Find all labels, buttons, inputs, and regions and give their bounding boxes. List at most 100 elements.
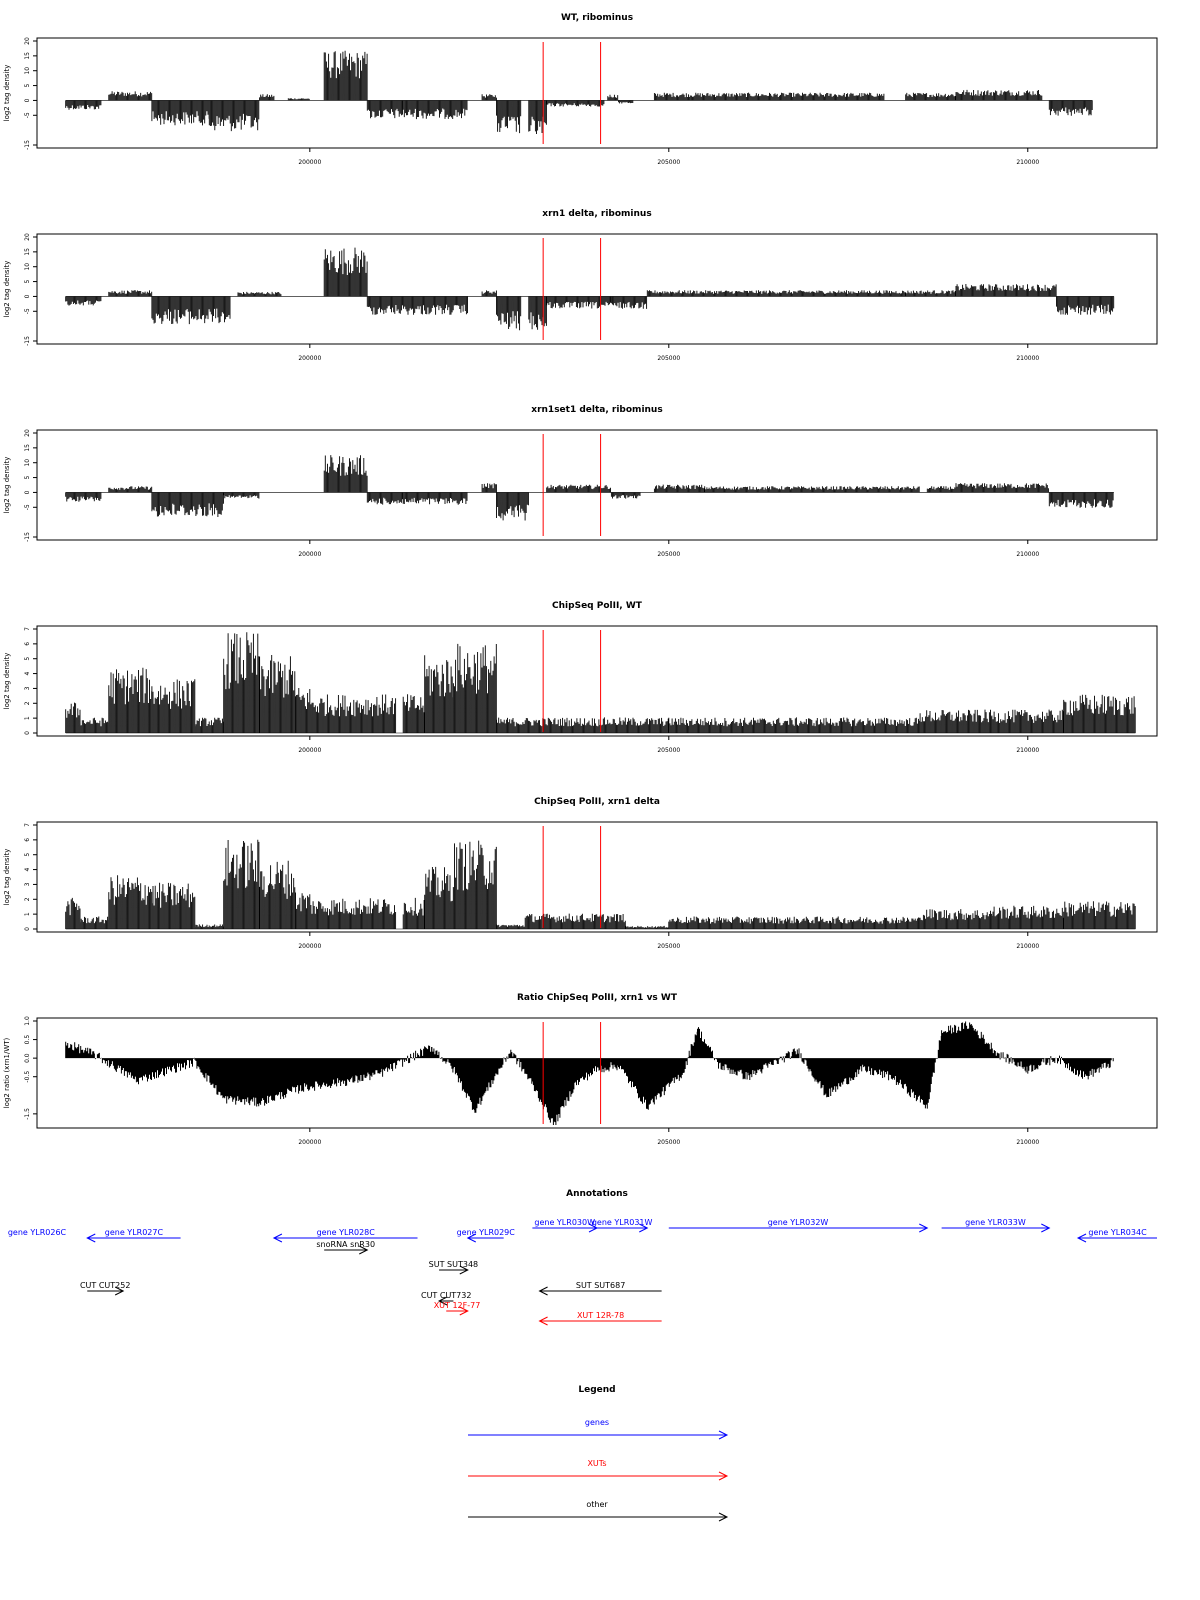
y-tick-label: 20 (24, 233, 31, 241)
y-tick-label: 1.0 (24, 1016, 31, 1026)
x-tick-label: 210000 (1016, 355, 1039, 362)
annotation-label: gene YLR033W (965, 1218, 1026, 1227)
y-tick-label: 0.0 (24, 1053, 31, 1063)
annotation-label: gene YLR030W (534, 1218, 595, 1227)
data-bars (65, 632, 1136, 733)
legend-arrow-head (718, 1512, 729, 1522)
y-axis-label: log2 tag density (3, 65, 11, 122)
annotation-label: gene YLR031W (592, 1218, 653, 1227)
chart-title: Ratio ChipSeq PolII, xrn1 vs WT (517, 993, 678, 1003)
legend-title: Legend (578, 1385, 615, 1395)
data-bars (65, 50, 1093, 134)
y-tick-label: -15 (24, 140, 31, 150)
y-tick-label: 0 (24, 731, 31, 735)
annotation-arrow-head (459, 1265, 469, 1275)
annotation-arrow-head (1076, 1233, 1087, 1243)
chart-title: xrn1 delta, ribominus (542, 209, 651, 219)
x-tick-label: 205000 (657, 747, 680, 754)
x-tick-label: 210000 (1016, 747, 1039, 754)
y-tick-label: 10 (24, 67, 31, 75)
annotations-title: Annotations (566, 1189, 628, 1199)
legend-label: other (586, 1500, 608, 1509)
x-tick-label: 205000 (657, 159, 680, 166)
y-tick-label: 5 (24, 83, 31, 87)
y-tick-label: 6 (24, 838, 31, 842)
annotation-arrow-head (919, 1223, 929, 1233)
y-tick-label: 0 (24, 927, 31, 931)
y-tick-label: 15 (24, 444, 31, 452)
chart-title: xrn1set1 delta, ribominus (531, 405, 662, 415)
plot-frame (36, 429, 1158, 541)
y-tick-label: 3 (24, 882, 31, 886)
annotation-arrow-head (538, 1316, 548, 1326)
annotation-label: CUT CUT252 (80, 1281, 130, 1290)
y-tick-label: 0 (24, 294, 31, 298)
y-tick-label: 10 (24, 263, 31, 271)
data-bars (65, 455, 1114, 521)
annotation-arrow-head (272, 1233, 283, 1243)
chart-title: WT, ribominus (561, 13, 633, 23)
annotation-arrow-head (437, 1296, 448, 1306)
y-axis-label: log2 tag density (3, 261, 11, 318)
x-tick-label: 200000 (298, 943, 321, 950)
legend-label: XUTs (587, 1459, 606, 1468)
y-tick-label: 4 (24, 671, 31, 675)
y-tick-label: 0 (24, 98, 31, 102)
y-axis-label: log2 tag density (3, 653, 11, 710)
y-tick-label: 5 (24, 475, 31, 479)
y-tick-label: 15 (24, 52, 31, 60)
y-tick-label: 7 (24, 823, 31, 827)
y-tick-label: -1.5 (24, 1108, 31, 1120)
y-tick-label: 7 (24, 627, 31, 631)
y-tick-label: 20 (24, 429, 31, 437)
y-tick-label: 10 (24, 459, 31, 467)
annotation-label: gene YLR034C (1088, 1228, 1147, 1237)
y-tick-label: 5 (24, 853, 31, 857)
annotation-label: gene YLR029C (457, 1228, 516, 1237)
x-tick-label: 210000 (1016, 159, 1039, 166)
y-axis-label: log2 ratio (xrn1/WT) (3, 1037, 11, 1108)
data-area (65, 1021, 1114, 1125)
y-tick-label: -15 (24, 336, 31, 346)
y-tick-label: 15 (24, 248, 31, 256)
annotation-label: snoRNA snR30 (316, 1240, 375, 1249)
y-tick-label: -15 (24, 532, 31, 542)
annotation-arrow-head (1041, 1223, 1051, 1233)
y-tick-label: -5 (24, 504, 31, 510)
x-tick-label: 200000 (298, 355, 321, 362)
annotation-label: XUT 12F-77 (434, 1301, 481, 1310)
plot-frame (36, 37, 1158, 149)
y-tick-label: 6 (24, 642, 31, 646)
x-tick-label: 200000 (298, 1139, 321, 1146)
annotation-arrow-head (459, 1306, 469, 1316)
y-tick-label: -5 (24, 308, 31, 314)
data-bars (65, 247, 1115, 331)
annotation-arrow-head (538, 1286, 548, 1296)
annotation-label: gene YLR026C (8, 1228, 67, 1237)
annotation-label: XUT 12R-78 (577, 1311, 624, 1320)
y-tick-label: 2 (24, 701, 31, 705)
y-tick-label: -5 (24, 112, 31, 118)
plot-frame (36, 233, 1158, 345)
legend-arrow-head (718, 1471, 729, 1481)
x-tick-label: 200000 (298, 747, 321, 754)
x-tick-label: 210000 (1016, 551, 1039, 558)
annotation-label: gene YLR032W (768, 1218, 829, 1227)
y-tick-label: 2 (24, 897, 31, 901)
x-tick-label: 205000 (657, 355, 680, 362)
annotation-label: SUT SUT348 (429, 1260, 478, 1269)
y-tick-label: 5 (24, 657, 31, 661)
legend-arrow-head (718, 1430, 729, 1440)
x-tick-label: 200000 (298, 551, 321, 558)
x-tick-label: 210000 (1016, 943, 1039, 950)
data-bars (65, 839, 1136, 929)
x-tick-label: 205000 (657, 551, 680, 558)
chart-title: ChipSeq PolII, xrn1 delta (534, 797, 660, 807)
annotation-arrow-head (639, 1223, 649, 1233)
y-tick-label: 5 (24, 279, 31, 283)
annotation-arrow-head (114, 1286, 125, 1296)
y-tick-label: 3 (24, 686, 31, 690)
x-tick-label: 210000 (1016, 1139, 1039, 1146)
plot-frame (36, 1017, 1158, 1129)
